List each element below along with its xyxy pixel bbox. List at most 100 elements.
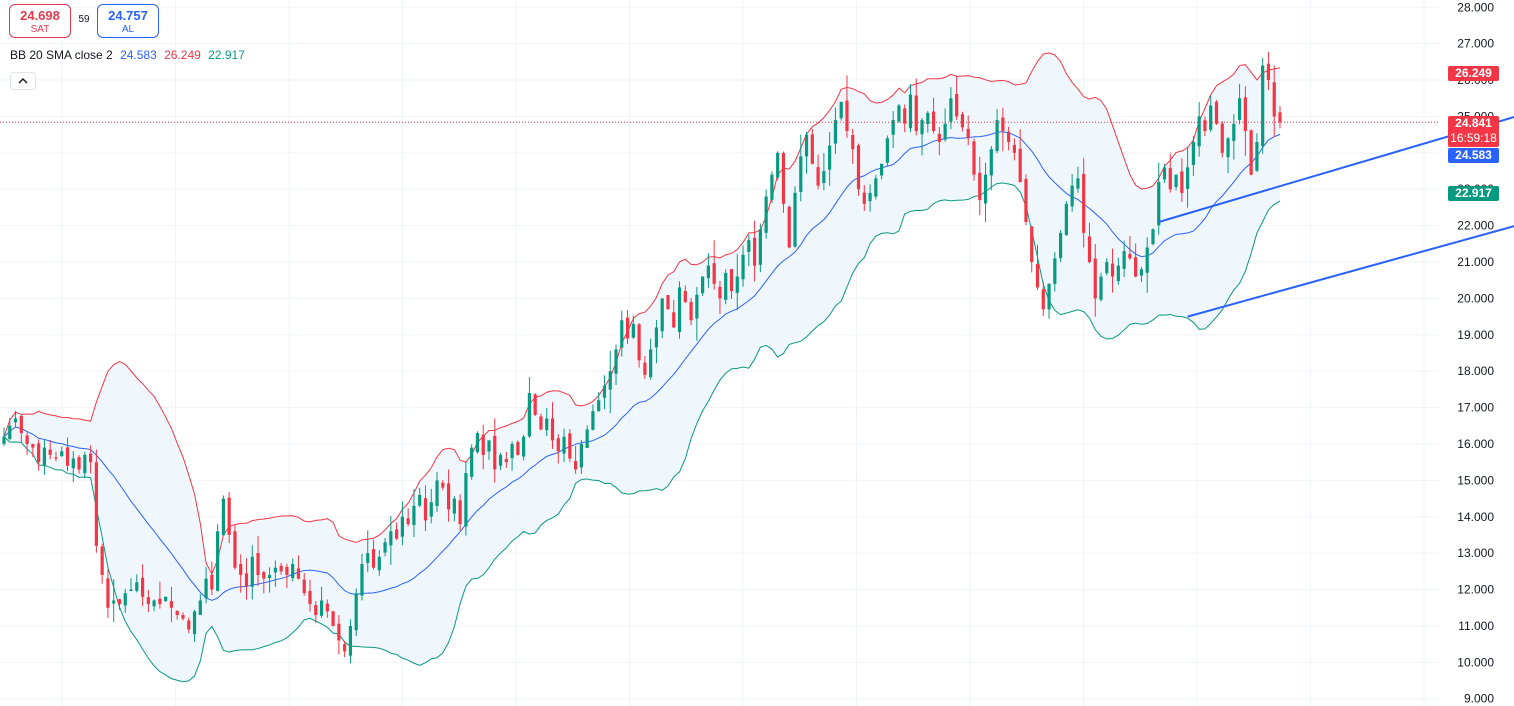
lower-band-tag: 22.917 [1448, 186, 1499, 201]
candle-body [689, 302, 693, 321]
candle [13, 411, 18, 428]
candle-body [960, 114, 965, 128]
collapse-legend-button[interactable] [10, 72, 36, 90]
candle-body [481, 434, 485, 455]
candle [1087, 222, 1092, 264]
candle [625, 309, 630, 345]
candle [1191, 136, 1195, 176]
candle-body [1053, 258, 1057, 284]
candle-body [429, 502, 433, 517]
price-axis[interactable]: 28.00027.00026.00025.00024.00023.00022.0… [1457, 0, 1494, 705]
candle-body [400, 516, 404, 537]
candle-body [192, 611, 197, 635]
candle [1047, 283, 1051, 319]
candle [89, 445, 93, 474]
candle-body [1203, 120, 1207, 132]
candle [395, 522, 399, 541]
candle [1237, 83, 1242, 125]
candle-body [389, 531, 393, 546]
candle [949, 87, 953, 130]
bb-lower-value: 22.917 [208, 48, 245, 62]
candle-body [683, 290, 687, 303]
candle [94, 449, 98, 553]
candle [1012, 138, 1017, 161]
candle-body [1139, 269, 1144, 276]
buy-button[interactable]: 24.757 AL [97, 4, 159, 38]
sell-button[interactable]: 24.698 SAT [9, 4, 71, 38]
candle [608, 350, 612, 414]
candle-body [487, 440, 491, 452]
candle-body [464, 473, 468, 527]
candle [833, 107, 838, 154]
candle [331, 610, 335, 627]
candle-body [233, 531, 237, 568]
candle [897, 104, 901, 123]
candle [19, 414, 23, 443]
candle [452, 496, 456, 522]
candle-body [545, 418, 549, 431]
candle [920, 117, 924, 156]
candle-body [83, 454, 87, 474]
candle-body [175, 610, 179, 616]
chevron-up-icon [18, 78, 28, 84]
candle-body [441, 482, 445, 488]
candle [233, 524, 237, 570]
candle-body [418, 494, 422, 506]
candle [1255, 133, 1259, 172]
candle [545, 408, 549, 437]
candle-body [574, 461, 578, 470]
candle [198, 593, 202, 616]
candle [291, 558, 295, 582]
candle-body [239, 564, 243, 575]
upper-band-tag: 26.249 [1448, 66, 1499, 81]
candle [602, 375, 607, 410]
candle-body [828, 145, 832, 170]
candle-body [1058, 232, 1063, 258]
candle-body [1151, 229, 1155, 245]
y-tick-label: 22.000 [1457, 219, 1494, 233]
candle-body [781, 152, 786, 204]
candle [804, 131, 809, 174]
candle-body [13, 418, 18, 423]
candle [354, 588, 358, 637]
candle-body [331, 611, 335, 626]
candle [481, 424, 485, 470]
candle [48, 439, 52, 460]
bollinger-fill [4, 52, 1280, 682]
candle [556, 434, 560, 464]
candle [620, 310, 624, 357]
candle [1110, 248, 1115, 293]
candle-body [516, 442, 520, 455]
candle-body [804, 134, 809, 157]
candle-body [106, 578, 110, 608]
candle [406, 508, 410, 527]
candle-body [649, 349, 653, 378]
candle [158, 581, 162, 609]
basis-tag-value: 24.583 [1455, 148, 1492, 162]
indicator-legend[interactable]: BB 20 SMA close 2 24.583 26.249 22.917 [10, 47, 249, 63]
candle [1058, 230, 1063, 263]
candle [660, 298, 664, 339]
candle [435, 472, 439, 512]
candle [423, 485, 428, 531]
candle-body [1030, 226, 1034, 263]
candle [325, 599, 329, 618]
candle [1018, 129, 1022, 183]
candle-body [308, 591, 312, 605]
candle [533, 393, 537, 417]
candle [758, 223, 762, 273]
candle-body [285, 566, 289, 575]
candle-body [273, 567, 277, 573]
candle-body [585, 429, 589, 448]
candle [983, 162, 988, 223]
buy-price: 24.757 [108, 8, 148, 23]
candle-body [712, 263, 716, 284]
candle [880, 163, 884, 180]
candle-body [1145, 247, 1149, 273]
candle [585, 425, 589, 448]
candle [441, 480, 445, 491]
y-tick-label: 14.000 [1457, 510, 1494, 524]
candle [516, 440, 520, 456]
